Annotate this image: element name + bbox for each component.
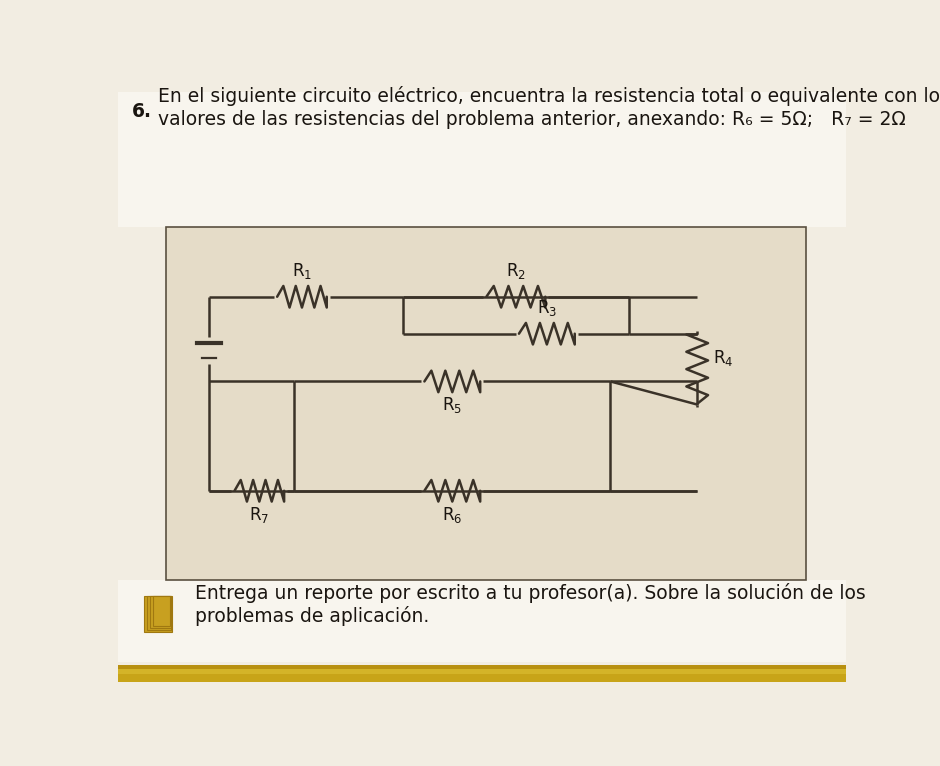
Text: R$_2$: R$_2$	[506, 261, 525, 281]
Text: R$_3$: R$_3$	[537, 298, 557, 319]
Text: R$_4$: R$_4$	[713, 348, 733, 368]
FancyBboxPatch shape	[118, 92, 846, 228]
Text: R$_7$: R$_7$	[249, 505, 270, 525]
FancyBboxPatch shape	[150, 595, 170, 628]
Text: R$_6$: R$_6$	[442, 505, 462, 525]
FancyBboxPatch shape	[144, 595, 172, 633]
Text: Entrega un reporte por escrito a tu profesor(a). Sobre la solución de los: Entrega un reporte por escrito a tu prof…	[195, 583, 866, 603]
Text: 6.: 6.	[132, 103, 151, 122]
FancyBboxPatch shape	[165, 228, 806, 580]
FancyBboxPatch shape	[118, 580, 846, 662]
FancyBboxPatch shape	[118, 669, 846, 674]
FancyBboxPatch shape	[118, 665, 846, 669]
FancyBboxPatch shape	[153, 595, 170, 626]
Text: problemas de aplicación.: problemas de aplicación.	[195, 607, 430, 627]
Text: valores de las resistencias del problema anterior, anexando: R₆ = 5Ω;   R₇ = 2Ω: valores de las resistencias del problema…	[158, 110, 905, 129]
FancyBboxPatch shape	[147, 595, 171, 630]
Text: R$_5$: R$_5$	[442, 395, 462, 415]
Text: R$_1$: R$_1$	[292, 261, 312, 281]
Text: En el siguiente circuito eléctrico, encuentra la resistencia total o equivalente: En el siguiente circuito eléctrico, encu…	[158, 86, 940, 106]
FancyBboxPatch shape	[118, 674, 846, 682]
